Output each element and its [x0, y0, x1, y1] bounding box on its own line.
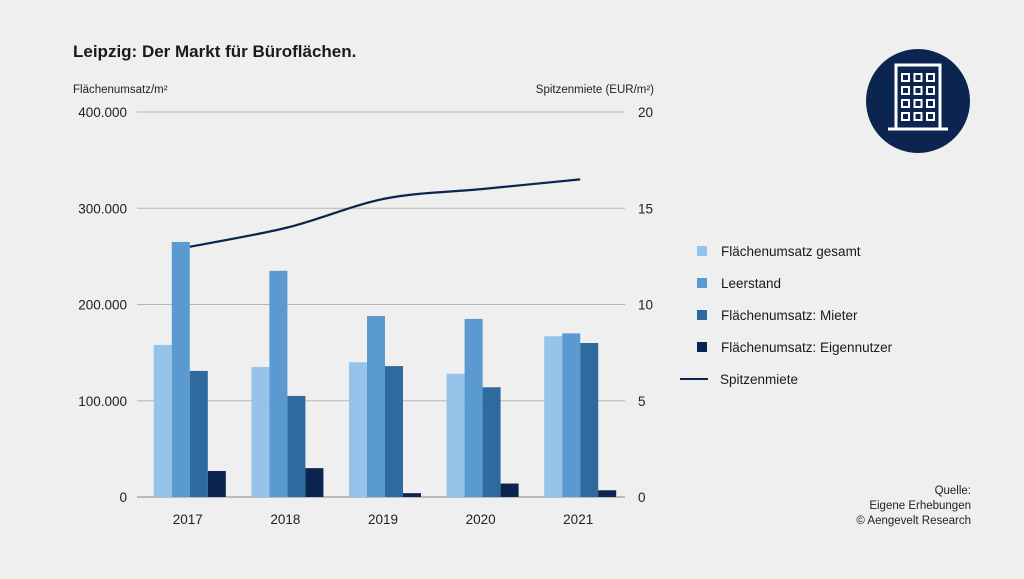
x-tick-label: 2021 [563, 512, 593, 527]
legend-line-swatch [680, 378, 708, 380]
source-line-1: Quelle: [934, 485, 971, 497]
legend-swatch [697, 246, 707, 256]
line-series-spitzenmiete [189, 178, 581, 248]
right-axis-title: Spitzenmiete (EUR/m²) [535, 84, 654, 96]
y-tick-label-left: 300.000 [78, 201, 127, 216]
y-tick-label-right: 5 [638, 394, 646, 409]
y-tick-label-right: 0 [638, 490, 646, 505]
bar [207, 471, 226, 497]
office-building-icon [866, 49, 970, 153]
y-tick-label-right: 20 [638, 105, 653, 120]
bar [305, 468, 324, 497]
x-tick-label: 2020 [466, 512, 496, 527]
legend-label: Flächenumsatz: Eigennutzer [721, 339, 893, 355]
y-tick-label-left: 200.000 [78, 298, 127, 313]
bar [482, 387, 501, 497]
source-note: Quelle: Eigene Erhebungen © Aengevelt Re… [856, 484, 971, 529]
bar [153, 344, 172, 497]
bar [500, 483, 519, 497]
y-tick-label-right: 10 [638, 298, 653, 313]
bar [349, 362, 367, 497]
bar [269, 270, 288, 497]
legend-label: Flächenumsatz: Mieter [721, 307, 858, 323]
source-line-3: © Aengevelt Research [856, 515, 971, 527]
bar [171, 241, 190, 497]
legend-item: Leerstand [680, 267, 892, 299]
x-tick-label: 2017 [173, 512, 203, 527]
legend-swatch [697, 310, 707, 320]
legend-item: Spitzenmiete [680, 363, 892, 395]
y-tick-label-left: 0 [119, 490, 127, 505]
y-tick-label-left: 100.000 [78, 394, 127, 409]
bar [544, 336, 563, 497]
chart-title: Leipzig: Der Markt für Büroflächen. [73, 42, 357, 61]
bar [403, 493, 421, 497]
bar [562, 333, 581, 497]
bar [598, 490, 617, 497]
legend-item: Flächenumsatz: Mieter [680, 299, 892, 331]
source-line-2: Eigene Erhebungen [869, 500, 971, 512]
x-tick-label: 2019 [368, 512, 398, 527]
legend-label: Spitzenmiete [720, 371, 799, 387]
bar [580, 343, 599, 497]
legend-swatch [697, 342, 707, 352]
bar [189, 370, 208, 497]
left-axis-title: Flächenumsatz/m² [73, 84, 168, 96]
legend-item: Flächenumsatz: Eigennutzer [680, 331, 892, 363]
bar [385, 366, 403, 497]
legend-item: Flächenumsatz gesamt [680, 235, 892, 267]
bar [251, 367, 270, 497]
bar [446, 373, 465, 497]
legend-label: Flächenumsatz gesamt [721, 243, 861, 259]
legend: Flächenumsatz gesamt Leerstand Flächenumsa… [680, 235, 892, 395]
bar [287, 395, 306, 497]
y-tick-label-left: 400.000 [78, 105, 127, 120]
y-tick-label-right: 15 [638, 201, 653, 216]
legend-label: Leerstand [721, 275, 782, 291]
bar [464, 318, 483, 497]
legend-swatch [697, 278, 707, 288]
bar [367, 316, 385, 497]
x-tick-label: 2018 [270, 512, 300, 527]
